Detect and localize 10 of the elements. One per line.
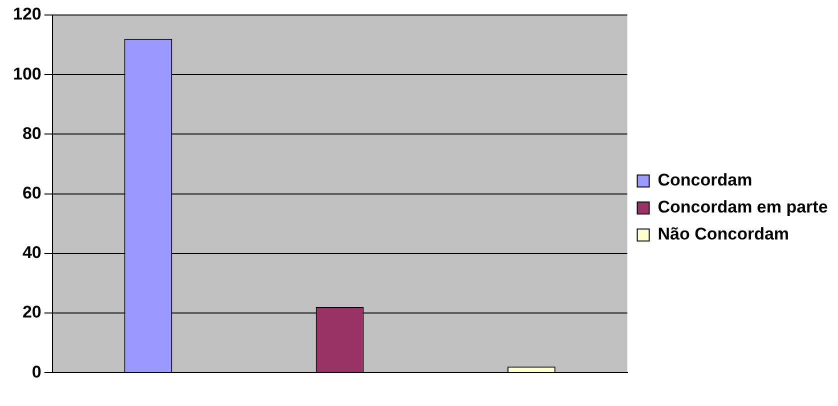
y-tick-label: 100	[12, 64, 42, 84]
y-tick-label: 60	[22, 183, 42, 202]
y-tick-label: 120	[12, 4, 42, 24]
legend-label: Não Concordam	[658, 224, 790, 244]
y-tick-label: 0	[32, 362, 42, 382]
y-tick-label: 40	[22, 243, 42, 262]
legend-label: Concordam em parte	[658, 198, 828, 217]
legend-label: Concordam	[658, 170, 752, 190]
y-tick-label: 80	[22, 124, 42, 143]
y-tick-label: 20	[22, 302, 42, 322]
